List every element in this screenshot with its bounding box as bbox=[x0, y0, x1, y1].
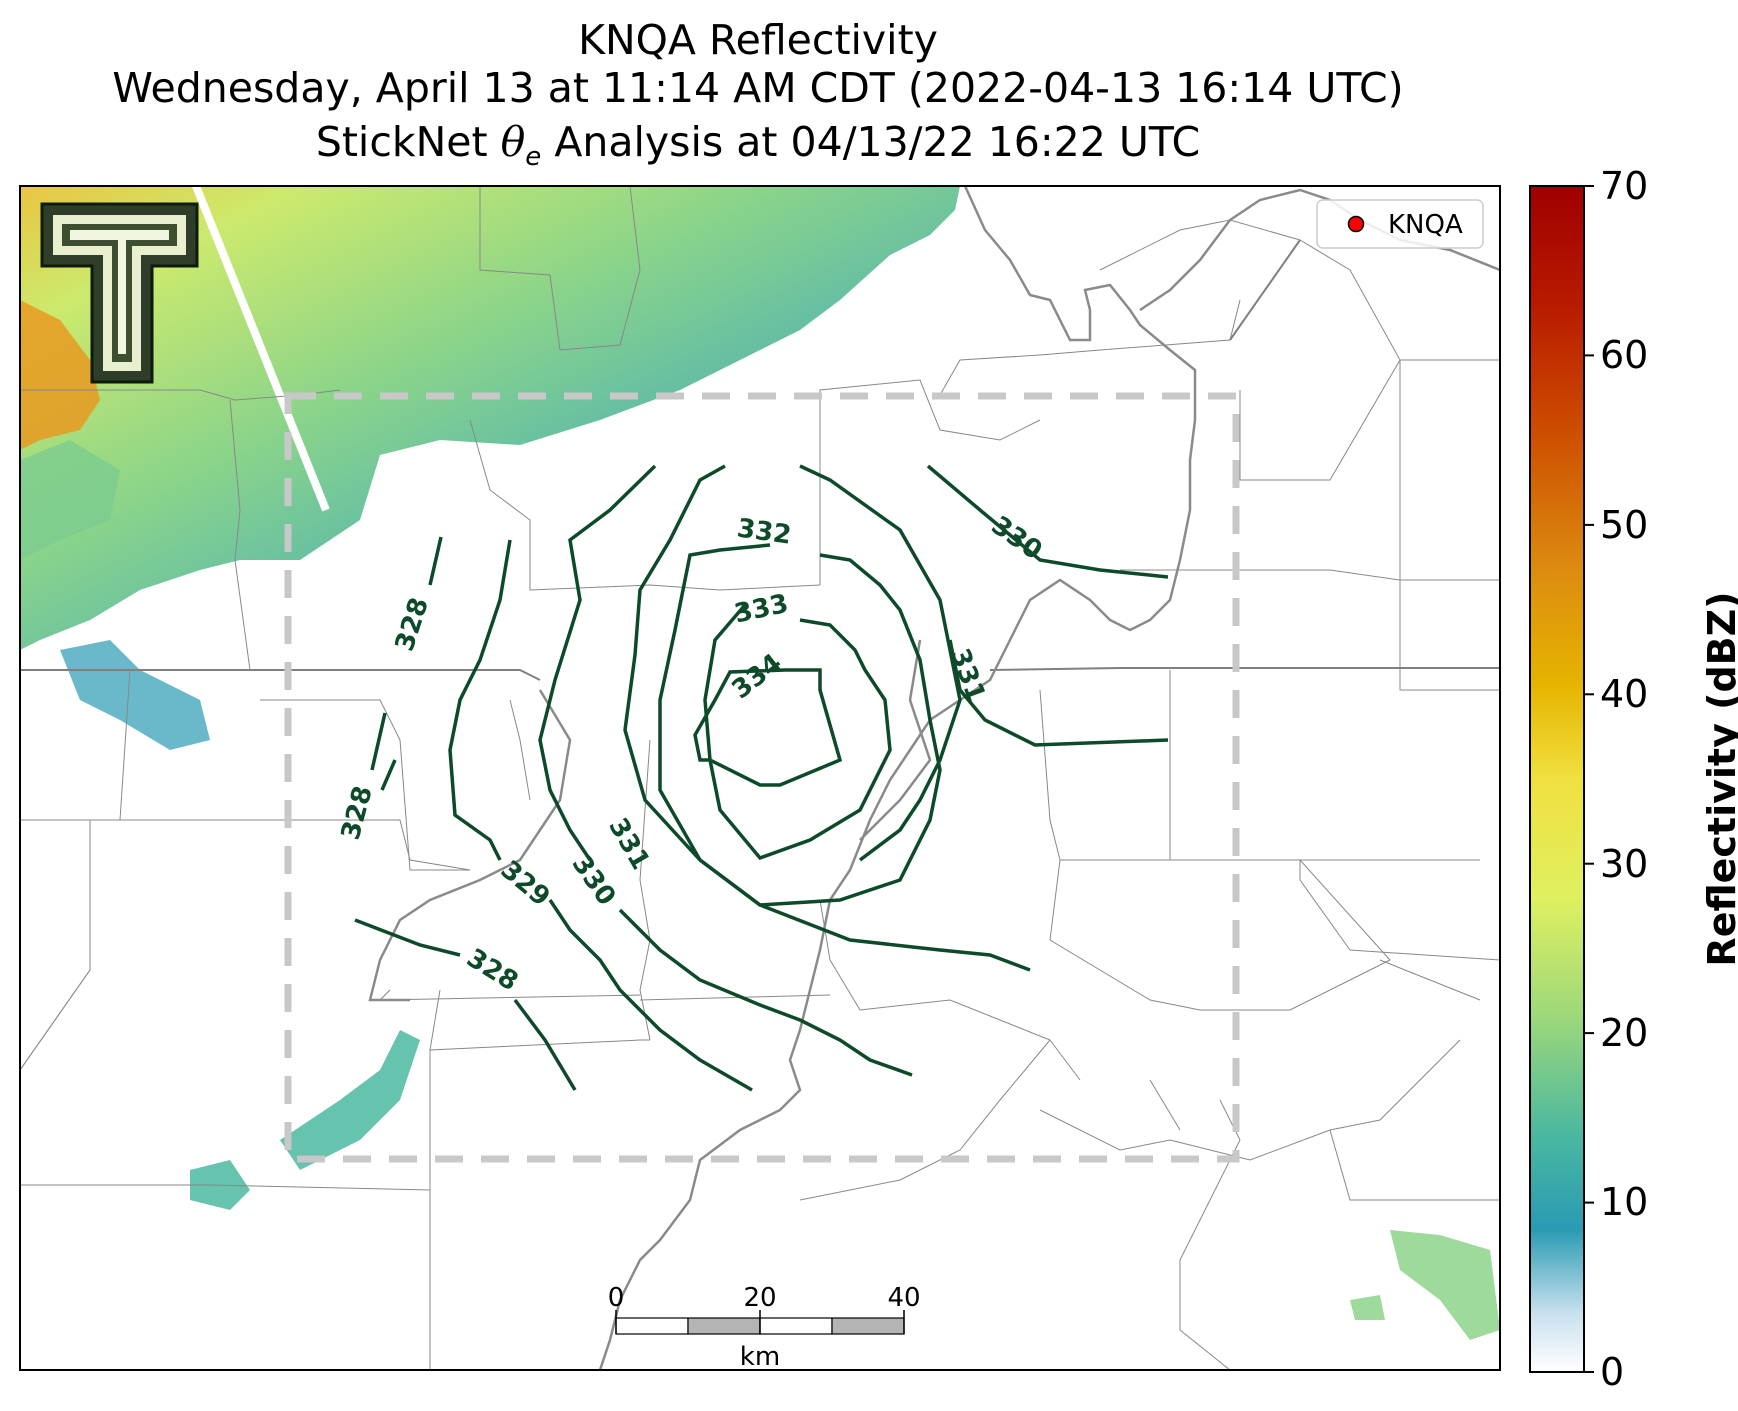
state-borders bbox=[20, 239, 1500, 860]
contour-328-e bbox=[380, 759, 397, 791]
reflectivity-echo-west bbox=[20, 440, 120, 560]
colorbar-ticks bbox=[1584, 185, 1594, 1373]
contour-333 bbox=[703, 603, 892, 861]
contour-label-328-north: 328 bbox=[390, 594, 435, 655]
reflectivity-echo-southwest bbox=[190, 1030, 420, 1210]
contour-328-a bbox=[428, 536, 443, 586]
contour-328-b bbox=[370, 712, 387, 771]
colorbar bbox=[1529, 185, 1594, 1373]
contour-label-334: 334 bbox=[726, 648, 787, 705]
colorbar-tick-0: 0 bbox=[1600, 1350, 1625, 1394]
colorbar-tick-20: 20 bbox=[1600, 1011, 1649, 1055]
legend-label: KNQA bbox=[1388, 210, 1463, 240]
contour-label-332: 332 bbox=[735, 513, 793, 550]
contour-label-331-west: 331 bbox=[602, 813, 655, 875]
state-river-border bbox=[368, 689, 572, 1002]
colorbar-tick-10: 10 bbox=[1600, 1180, 1649, 1224]
contour-330-b bbox=[618, 908, 913, 1077]
radar-beam-line bbox=[192, 186, 330, 512]
contour-330-a bbox=[538, 464, 657, 861]
legend: KNQA bbox=[1316, 199, 1484, 249]
scale-tick-40: 40 bbox=[887, 1283, 920, 1313]
contour-331-b bbox=[799, 464, 962, 862]
river bbox=[598, 186, 1197, 1370]
map-frame bbox=[19, 185, 1501, 1371]
colorbar-tick-40: 40 bbox=[1600, 672, 1649, 716]
knqa-marker-icon bbox=[1347, 215, 1365, 233]
reflectivity-echo-core bbox=[20, 300, 100, 450]
theta-e-contours bbox=[354, 464, 1169, 1092]
texas-tech-logo bbox=[40, 202, 199, 384]
contour-332 bbox=[658, 543, 942, 907]
reflectivity-echo-northwest bbox=[20, 186, 960, 650]
contour-label-331-east: 331 bbox=[944, 645, 991, 706]
contour-label-329: 329 bbox=[495, 855, 556, 913]
contour-label-328-south: 328 bbox=[461, 943, 523, 997]
title-line-2: Wednesday, April 13 at 11:14 AM CDT (202… bbox=[112, 64, 1404, 112]
county-river-border bbox=[859, 639, 932, 841]
contour-label-330-southwest: 330 bbox=[566, 850, 622, 912]
county-borders bbox=[20, 186, 1500, 1370]
colorbar-label: Reflectivity (dBZ) bbox=[1700, 591, 1738, 967]
scale-bar: 0 20 40 km bbox=[608, 1283, 921, 1372]
colorbar-gradient bbox=[1529, 185, 1585, 1373]
colorbar-tick-60: 60 bbox=[1600, 333, 1649, 377]
contour-331-c bbox=[948, 639, 1169, 747]
scale-unit: km bbox=[740, 1342, 780, 1372]
contour-label-328-west: 328 bbox=[336, 783, 379, 843]
contour-329-b bbox=[548, 899, 753, 1092]
title-line-3: StickNet θe Analysis at 04/13/22 16:22 U… bbox=[315, 118, 1201, 173]
scale-tick-0: 0 bbox=[608, 1283, 625, 1313]
contour-330-c bbox=[926, 464, 1169, 579]
colorbar-tick-70: 70 bbox=[1600, 164, 1649, 208]
analysis-domain-box bbox=[284, 392, 1240, 1163]
colorbar-tick-30: 30 bbox=[1600, 842, 1649, 886]
contour-328-c bbox=[354, 918, 461, 957]
colorbar-tick-50: 50 bbox=[1600, 503, 1649, 547]
contour-328-d bbox=[513, 998, 577, 1091]
contour-331-a bbox=[623, 464, 1031, 972]
contour-label-333: 333 bbox=[732, 589, 791, 630]
map-content: 328 328 328 329 330 330 331 331 332 333 … bbox=[20, 186, 1500, 1370]
reflectivity-echo-far-west bbox=[60, 640, 210, 750]
title-line-1: KNQA Reflectivity bbox=[578, 16, 938, 64]
scale-tick-20: 20 bbox=[743, 1283, 776, 1313]
contour-334 bbox=[693, 668, 843, 787]
contour-329-a bbox=[448, 539, 512, 861]
reflectivity-echo-southeast bbox=[1350, 1230, 1500, 1340]
